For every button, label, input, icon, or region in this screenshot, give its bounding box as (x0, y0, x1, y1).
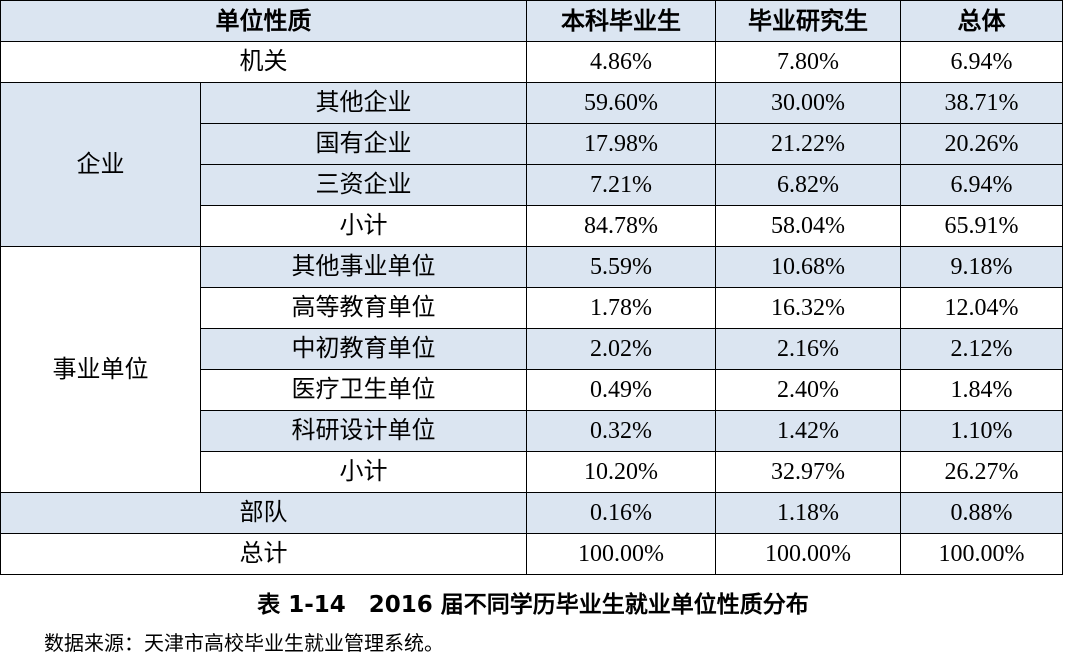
value-cell: 30.00% (715, 82, 901, 124)
item-label: 医疗卫生单位 (200, 369, 527, 411)
value-cell: 100.00% (900, 533, 1063, 575)
item-row: 企业 其他企业 59.60% 30.00% 38.71% (0, 82, 1063, 247)
value-cell: 7.80% (715, 41, 901, 83)
value-cell: 0.88% (900, 492, 1063, 534)
value-cell: 21.22% (715, 123, 901, 165)
item-label: 其他事业单位 (200, 246, 527, 288)
item-label: 小计 (200, 451, 527, 493)
section-label: 部队 (0, 492, 527, 534)
value-cell: 2.02% (526, 328, 716, 370)
value-cell: 10.20% (526, 451, 716, 493)
item-row: 医疗卫生单位 0.49% 2.40% 1.84% (1, 369, 1063, 411)
value-cell: 9.18% (900, 246, 1063, 288)
value-cell: 1.42% (715, 410, 901, 452)
header-cell: 总体 (900, 0, 1063, 42)
value-cell: 0.16% (526, 492, 716, 534)
value-cell: 6.94% (900, 41, 1063, 83)
value-cell: 1.10% (900, 410, 1063, 452)
item-label: 科研设计单位 (200, 410, 527, 452)
value-cell: 32.97% (715, 451, 901, 493)
value-cell: 58.04% (715, 205, 901, 247)
distribution-table: 单位性质 本科毕业生 毕业研究生 总体 机关 4.86% 7.80% 6.94% 企业 其他企业 5… (0, 0, 1063, 575)
section-label: 总计 (0, 533, 527, 575)
item-label: 三资企业 (200, 164, 527, 206)
item-label: 其他企业 (200, 82, 527, 124)
value-cell: 0.49% (526, 369, 716, 411)
value-cell: 5.59% (526, 246, 716, 288)
value-cell: 6.82% (715, 164, 901, 206)
section-row: 总计 100.00% 100.00% 100.00% (0, 533, 1063, 575)
value-cell: 2.16% (715, 328, 901, 370)
value-cell: 1.18% (715, 492, 901, 534)
value-cell: 100.00% (715, 533, 901, 575)
value-cell: 26.27% (900, 451, 1063, 493)
item-row: 小计 10.20% 32.97% 26.27% (1, 451, 1063, 493)
item-label: 高等教育单位 (200, 287, 527, 329)
value-cell: 7.21% (526, 164, 716, 206)
table-caption: 表 1-14 2016 届不同学历毕业生就业单位性质分布 (257, 592, 809, 618)
value-cell: 84.78% (526, 205, 716, 247)
value-cell: 17.98% (526, 123, 716, 165)
value-cell: 2.40% (715, 369, 901, 411)
value-cell: 65.91% (900, 205, 1063, 247)
data-source: 数据来源：天津市高校毕业生就业管理系统。 (44, 633, 444, 655)
header-row: 单位性质 本科毕业生 毕业研究生 总体 (0, 0, 1063, 42)
value-cell: 59.60% (526, 82, 716, 124)
header-cell: 本科毕业生 (526, 0, 716, 42)
section-row: 部队 0.16% 1.18% 0.88% (0, 492, 1063, 534)
item-label: 国有企业 (200, 123, 527, 165)
value-cell: 2.12% (900, 328, 1063, 370)
value-cell: 12.04% (900, 287, 1063, 329)
value-cell: 1.84% (900, 369, 1063, 411)
group-label: 企业 (0, 82, 201, 247)
item-row: 国有企业 17.98% 21.22% 20.26% (0, 123, 1063, 165)
value-cell: 0.32% (526, 410, 716, 452)
value-cell: 100.00% (526, 533, 716, 575)
value-cell: 38.71% (900, 82, 1063, 124)
item-row: 事业单位 其他事业单位 5.59% 10.68% 9.18% (0, 246, 1063, 493)
section-row: 机关 4.86% 7.80% 6.94% (0, 41, 1063, 83)
value-cell: 4.86% (526, 41, 716, 83)
section-label: 机关 (0, 41, 527, 83)
value-cell: 6.94% (900, 164, 1063, 206)
group-label: 事业单位 (0, 246, 201, 493)
header-cell: 单位性质 (0, 0, 527, 42)
value-cell: 10.68% (715, 246, 901, 288)
value-cell: 1.78% (526, 287, 716, 329)
item-label: 中初教育单位 (200, 328, 527, 370)
item-label: 小计 (200, 205, 527, 247)
value-cell: 16.32% (715, 287, 901, 329)
value-cell: 20.26% (900, 123, 1063, 165)
header-cell: 毕业研究生 (715, 0, 901, 42)
